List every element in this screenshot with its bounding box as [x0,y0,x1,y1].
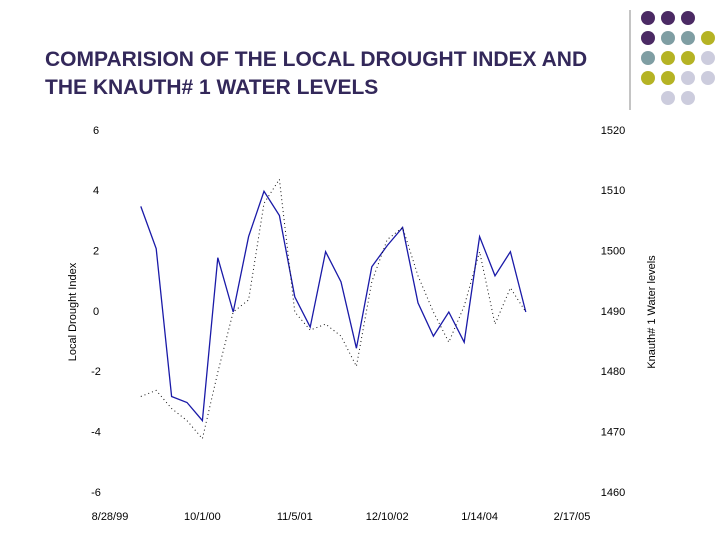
slide-title: COMPARISION OF THE LOCAL DROUGHT INDEX A… [45,48,588,99]
y2-tick-label: 1500 [601,246,625,258]
y-tick-label: -2 [91,366,101,378]
y2-tick-label: 1490 [601,306,625,318]
y-tick-label: -4 [91,427,101,439]
y2-tick-label: 1460 [601,487,625,499]
x-tick-label: 2/17/05 [554,511,591,523]
y2-tick-label: 1520 [601,125,625,137]
y-tick-label: -6 [91,487,101,499]
series-line [140,177,527,440]
y-tick-label: 0 [93,306,99,318]
y-tick-label: 2 [93,246,99,258]
y2-axis-label: Knauth# 1 Water levels [646,255,658,369]
x-tick-label: 10/1/00 [184,511,221,523]
y-tick-label: 4 [93,185,99,197]
decoration-dots [629,10,715,110]
y2-tick-label: 1470 [601,427,625,439]
y-axis-label: Local Drought Index [67,262,79,361]
x-tick-label: 11/5/01 [277,511,313,523]
series-line [140,189,527,423]
y2-tick-label: 1510 [601,185,625,197]
x-tick-label: 8/28/99 [92,511,129,523]
y2-tick-label: 1480 [601,366,625,378]
x-tick-label: 12/10/02 [366,511,409,523]
x-tick-label: 1/14/04 [461,511,498,523]
y-tick-label: 6 [93,125,99,137]
